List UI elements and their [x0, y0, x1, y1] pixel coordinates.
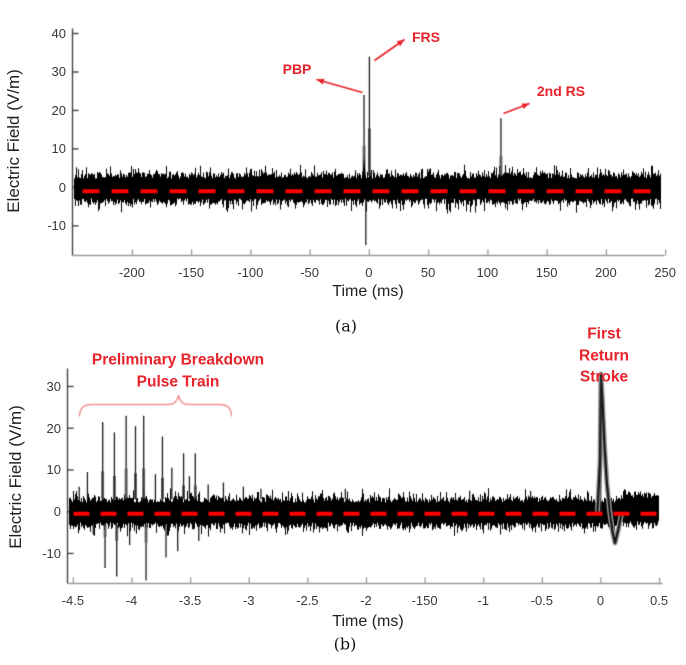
plot-b-x-tick-label: 0	[596, 593, 605, 608]
plot-b-x-tick-label: -150	[411, 593, 438, 608]
plot-b-y-tick-label: 30	[46, 378, 61, 394]
plot-a-x-tick-label: 150	[535, 265, 558, 280]
plot-a-x-axis-title: Time (ms)	[332, 283, 404, 300]
plot-a-y-axis-title: Electric Field (V/m)	[4, 69, 23, 213]
annotation-preliminary-breakdown-pulse-train: Preliminary Breakdown Pulse Train	[91, 351, 265, 390]
caption-a: (a)	[334, 316, 358, 336]
plot-b-x-tick-label: -2.5	[296, 593, 319, 608]
plot-b-x-axis-title: Time (ms)	[332, 613, 404, 630]
plot-a-y-tick-label: 10	[51, 141, 66, 157]
plot-b-x-tick-label: -1	[477, 593, 489, 608]
annotation-2nd-rs: 2nd RS	[536, 83, 586, 100]
annotation-pbp: PBP	[282, 61, 312, 78]
plot-a-x-tick-label: -100	[237, 265, 264, 280]
plot-a-x-tick-label: 100	[476, 265, 499, 280]
plot-b-y-tick-label: 20	[46, 420, 61, 436]
plot-a-x-tick-label: -200	[118, 265, 145, 280]
plot-b-x-tick-label: -0.5	[530, 593, 554, 608]
plot-b-x-tick-label: -2	[360, 593, 372, 608]
plot-b-y-tick-label: 0	[53, 504, 61, 520]
plot-b-x-tick-label: -3.5	[178, 593, 202, 608]
plot-a-y-tick-label: -10	[47, 218, 66, 234]
plot-b-x-tick-label: -3	[242, 593, 255, 608]
plot-a-x-tick-label: 0	[365, 265, 373, 280]
plot-b-x-tick-label: -4.5	[61, 593, 85, 608]
plot-b-y-tick-label: -10	[42, 545, 61, 561]
plot-a-x-tick-label: 250	[654, 265, 677, 280]
plot-b-y-tick-label: 10	[46, 462, 61, 478]
plot-a-y-tick-label: 20	[51, 102, 66, 118]
plot-a-y-tick-label: 30	[51, 64, 66, 80]
plot-b-x-tick-label: -4	[125, 593, 138, 608]
plot-a-y-tick-label: 40	[51, 26, 66, 41]
plot-a-x-tick-label: 50	[420, 265, 436, 280]
caption-b: (b)	[333, 634, 357, 654]
plot-b-x-tick-label: 0.5	[650, 593, 669, 608]
plot-a-x-tick-label: 200	[595, 265, 617, 280]
annotation-first-return-stroke: First Return Stroke	[579, 325, 629, 386]
plot-a-x-tick-label: -50	[300, 265, 320, 280]
annotation-frs: FRS	[412, 29, 440, 46]
plot-a-x-tick-label: -150	[178, 265, 205, 280]
plot-a-y-tick-label: 0	[58, 179, 66, 195]
